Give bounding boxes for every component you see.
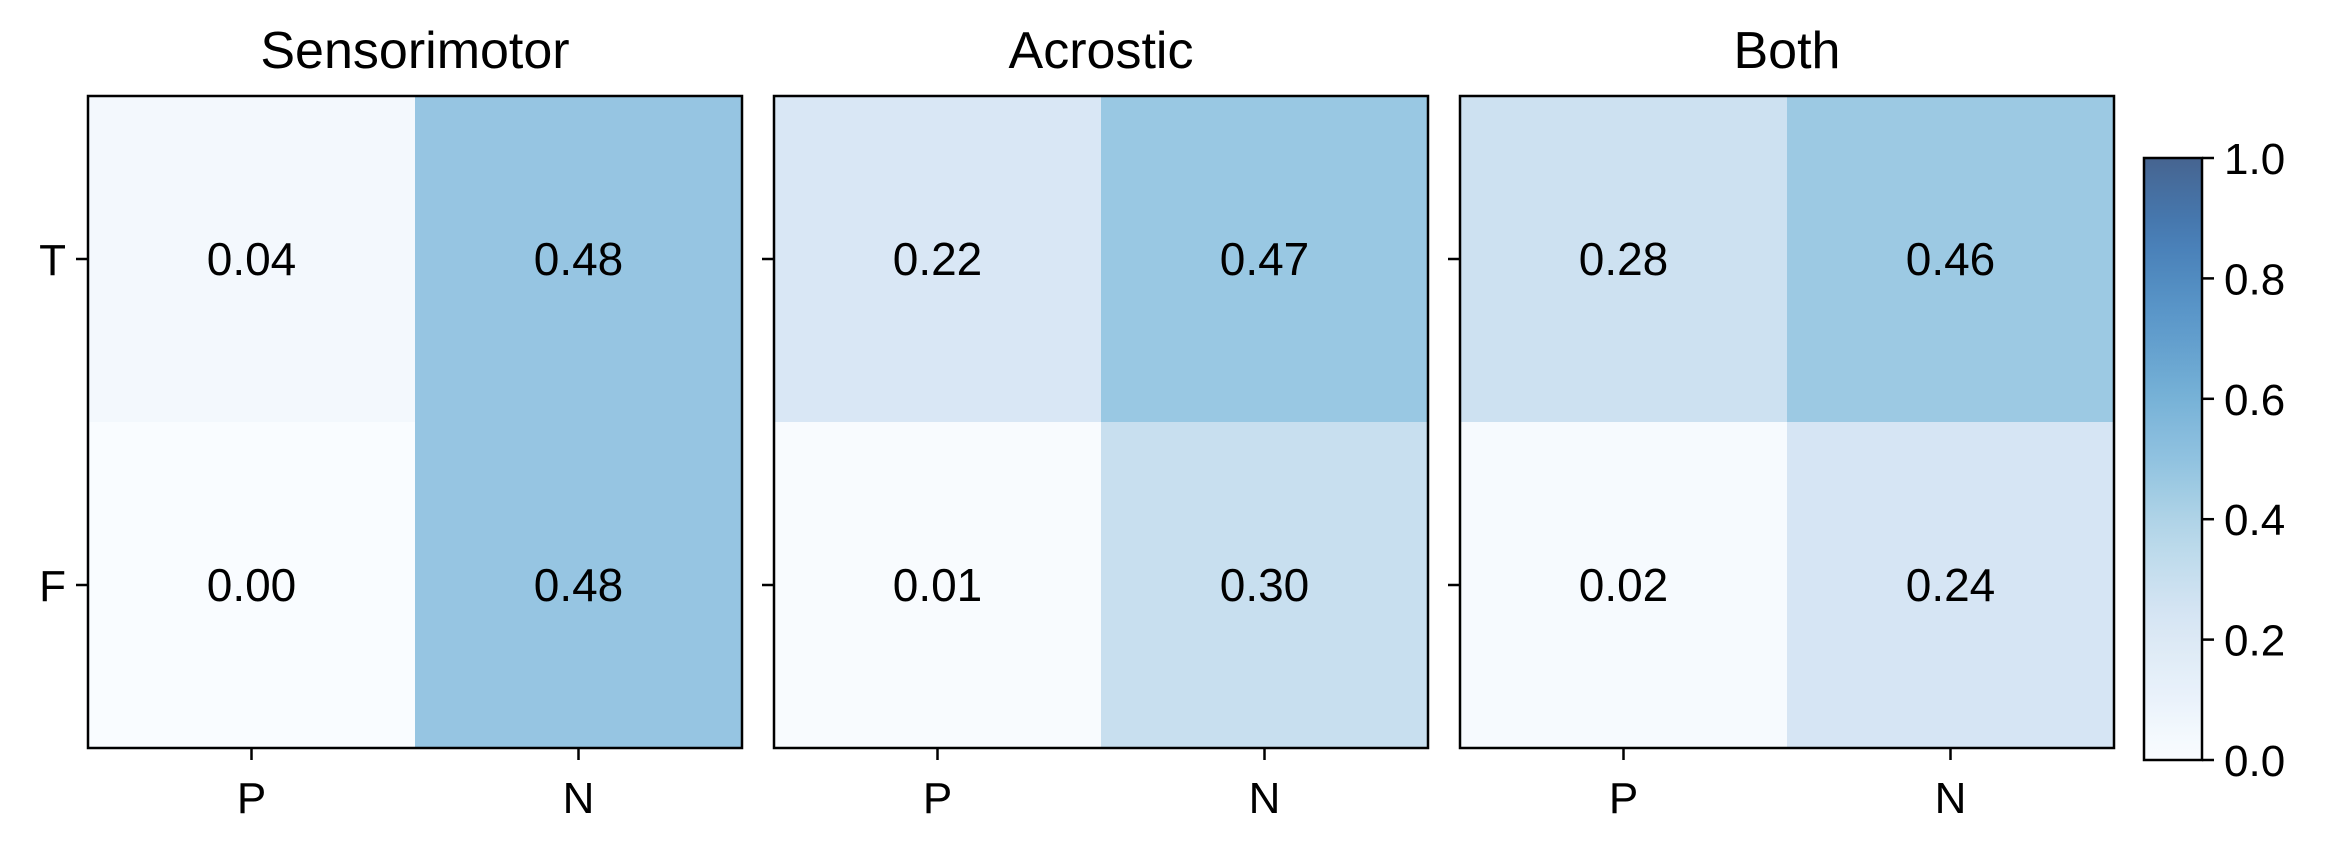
- heatmap-cell: [1787, 422, 2115, 749]
- cell-value-label: 0.02: [1579, 559, 1669, 611]
- cell-value-label: 0.28: [1579, 233, 1669, 285]
- colorbar-tick-label: 0.6: [2224, 376, 2285, 425]
- colorbar-tick-label: 0.0: [2224, 737, 2285, 786]
- panel-title: Acrostic: [1009, 22, 1194, 80]
- panel-frame: [772, 94, 1430, 750]
- y-tick-label: T: [39, 236, 66, 285]
- heatmap-panel: 0.22 0.47 0.01 0.30 Acrostic P N: [762, 22, 1430, 823]
- heatmap-cell: [1460, 96, 1788, 423]
- heatmap-panel: 0.28 0.46 0.02 0.24 Both P N: [1448, 22, 2116, 823]
- colorbar-gradient: [2144, 158, 2202, 760]
- heatmap-cell: [774, 422, 1102, 749]
- colorbar-tick-label: 0.4: [2224, 496, 2285, 545]
- cell-value-label: 0.48: [534, 559, 624, 611]
- panel-title: Sensorimotor: [260, 22, 569, 80]
- heatmap-cell: [88, 96, 416, 423]
- y-tick-label: F: [39, 562, 66, 611]
- cell-value-label: 0.00: [207, 559, 297, 611]
- x-tick-label: N: [1935, 774, 1967, 823]
- cell-value-label: 0.24: [1906, 559, 1996, 611]
- colorbar-frame: [2142, 156, 2204, 762]
- cell-value-label: 0.47: [1220, 233, 1310, 285]
- panel-frame: [86, 94, 744, 750]
- heatmap-cell: [774, 96, 1102, 423]
- cell-value-label: 0.22: [893, 233, 983, 285]
- x-tick-label: P: [1609, 774, 1638, 823]
- cell-value-label: 0.48: [534, 233, 624, 285]
- x-tick-label: P: [237, 774, 266, 823]
- heatmap-cell: [415, 422, 743, 749]
- colorbar: 0.0 0.2 0.4 0.6 0.8 1.0: [2142, 135, 2285, 786]
- cell-value-label: 0.46: [1906, 233, 1996, 285]
- heatmap-cell: [1787, 96, 2115, 423]
- cell-value-label: 0.01: [893, 559, 983, 611]
- heatmap-cell: [1101, 96, 1429, 423]
- colorbar-tick-label: 1.0: [2224, 135, 2285, 184]
- heatmap-panel: 0.04 0.48 0.00 0.48 Sensorimotor P N T F: [39, 22, 744, 823]
- heatmap-cell: [415, 96, 743, 423]
- colorbar-tick-label: 0.8: [2224, 255, 2285, 304]
- cell-value-label: 0.04: [207, 233, 297, 285]
- x-tick-label: N: [1249, 774, 1281, 823]
- x-tick-label: P: [923, 774, 952, 823]
- panel-frame: [1458, 94, 2116, 750]
- heatmap-cell: [1460, 422, 1788, 749]
- cell-value-label: 0.30: [1220, 559, 1310, 611]
- x-tick-label: N: [563, 774, 595, 823]
- colorbar-tick-label: 0.2: [2224, 617, 2285, 666]
- panel-title: Both: [1734, 22, 1841, 80]
- heatmap-cell: [88, 422, 416, 749]
- heatmap-cell: [1101, 422, 1429, 749]
- heatmap-panels: 0.04 0.48 0.00 0.48 Sensorimotor P N T F 0.22 0.47…: [39, 22, 2116, 823]
